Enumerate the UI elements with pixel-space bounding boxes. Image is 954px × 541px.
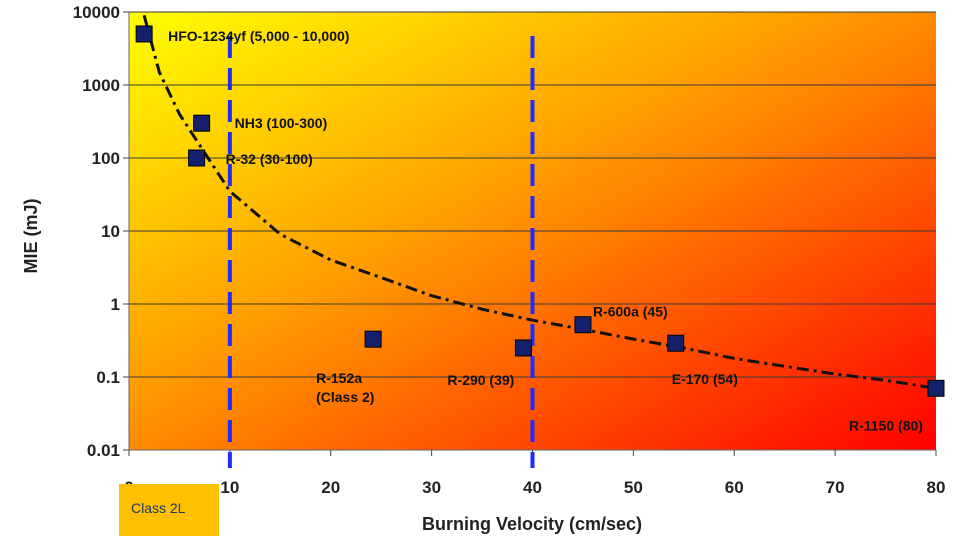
point-label: R-32 (30-100) (226, 151, 313, 167)
axes (128, 12, 937, 456)
y-tick-label: 100 (92, 149, 120, 168)
class-2l-box: Class 2L (119, 484, 219, 536)
x-tick-label: 50 (624, 478, 643, 497)
data-point (927, 379, 945, 397)
x-axis-label: Burning Velocity (cm/sec) (422, 514, 642, 534)
data-points: HFO-1234yf (5,000 - 10,000) NH3 (100-300)… (135, 25, 945, 433)
data-point (135, 25, 153, 43)
vertical-markers (227, 36, 535, 468)
y-tick-label: 10 (101, 222, 120, 241)
x-tick-labels: 01020304050607080 (124, 478, 945, 497)
y-tick-labels: 0.01 0.1 1 10 100 1000 10000 (73, 3, 120, 460)
point-label: HFO-1234yf (5,000 - 10,000) (168, 28, 349, 44)
data-point (667, 334, 685, 352)
y-axis-label: MIE (mJ) (21, 198, 41, 273)
x-tick-label: 70 (826, 478, 845, 497)
data-point (188, 149, 206, 167)
x-tick-label: 10 (220, 478, 239, 497)
data-point (364, 330, 382, 348)
trend-curve (142, 14, 937, 390)
x-tick-label: 40 (523, 478, 542, 497)
point-label: R-152a (Class 2) (316, 370, 374, 405)
point-label: NH3 (100-300) (235, 115, 328, 131)
y-tick-label: 10000 (73, 3, 120, 22)
point-label: R-600a (45) (593, 304, 668, 320)
y-tick-label: 0.1 (96, 368, 120, 387)
data-point (574, 316, 592, 334)
y-tick-label: 1 (111, 295, 120, 314)
point-label: R-1150 (80) (849, 417, 923, 433)
x-tick-label: 80 (927, 478, 946, 497)
data-point (514, 339, 532, 357)
class-2l-label: Class 2L (131, 500, 186, 516)
x-tick-label: 20 (321, 478, 340, 497)
trend-line (142, 14, 937, 390)
x-tick-label: 30 (422, 478, 441, 497)
y-tick-label: 0.01 (87, 441, 120, 460)
data-point (193, 114, 211, 132)
y-tick-label: 1000 (82, 76, 120, 95)
x-tick-label: 60 (725, 478, 744, 497)
point-label: R-290 (39) (447, 372, 514, 388)
point-label: E-170 (54) (672, 371, 738, 387)
